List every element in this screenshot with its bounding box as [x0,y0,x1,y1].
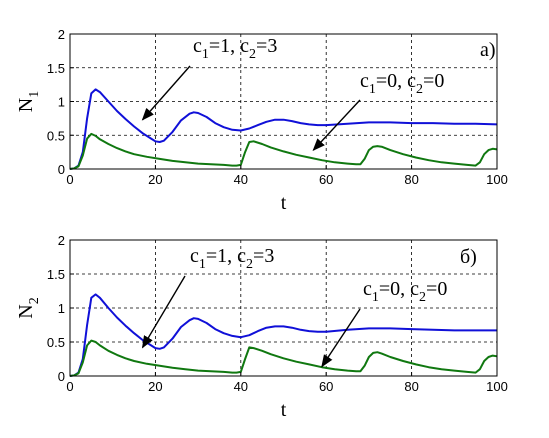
y-axis-label-subscript: 2 [27,297,42,304]
x-tick-label: 20 [148,172,162,187]
annotation-arrow [141,65,191,121]
annotation-arrow [141,275,186,349]
annotation-label: c1=1, c2=3 [193,35,277,62]
y-axis-label-main: N [15,304,37,318]
annotation-subscript: 1 [372,290,379,305]
y-axis-label: N2 [15,297,42,318]
x-tick-label: 80 [404,379,418,394]
x-tick-label: 40 [234,172,248,187]
annotation-text: =0, c [376,70,416,92]
y-tick-label: 1 [58,95,65,110]
annotation-arrow [312,99,361,152]
y-tick-label: 0 [58,162,65,177]
annotation-arrow [321,308,361,368]
annotation-text: =1, c [209,35,249,57]
annotation-subscript: 1 [199,257,206,272]
x-tick-label: 60 [319,172,333,187]
panel-label: а) [480,39,496,61]
y-tick-label: 2 [58,233,65,248]
annotation-subscript: 1 [369,82,376,97]
x-axis-label: t [281,399,287,421]
x-tick-label: 80 [404,172,418,187]
series-line-1 [69,88,498,170]
y-tick-label: 1.5 [47,61,65,76]
annotation-text: c [363,278,372,300]
annotation-text: =3 [256,35,277,57]
annotation-subscript: 2 [249,47,256,62]
series-line-2 [69,132,498,170]
x-tick-label: 40 [234,379,248,394]
annotation-text: =0 [426,278,447,300]
x-tick-label: 20 [148,379,162,394]
y-tick-label: 2 [58,27,65,42]
annotation-label: c1=1, c2=3 [190,245,274,272]
annotation-label: c1=0, c2=0 [363,278,447,305]
y-axis-label-subscript: 1 [27,91,42,98]
annotation-text: c [190,245,199,267]
y-axis-label: N1 [15,91,42,112]
annotation-subscript: 2 [246,257,253,272]
y-tick-label: 0.5 [47,335,65,350]
x-tick-label: 100 [486,172,508,187]
series-line-2 [69,339,498,377]
annotation-text: c [193,35,202,57]
annotation-text: =0, c [379,278,419,300]
annotation-text: =0 [423,70,444,92]
panel-label: б) [460,246,477,268]
annotation-subscript: 2 [419,290,426,305]
x-tick-label: 0 [66,379,73,394]
y-axis-label-main: N [15,98,37,112]
x-tick-label: 100 [486,379,508,394]
annotation-text: =1, c [206,245,246,267]
y-tick-label: 0 [58,369,65,384]
annotation-label: c1=0, c2=0 [360,70,444,97]
y-tick-label: 0.5 [47,128,65,143]
series-line-1 [69,293,497,377]
y-tick-label: 1.5 [47,267,65,282]
annotation-text: =3 [253,245,274,267]
annotation-subscript: 2 [416,82,423,97]
y-tick-label: 1 [58,301,65,316]
x-tick-label: 60 [319,379,333,394]
x-axis-label: t [281,192,287,214]
x-tick-label: 0 [66,172,73,187]
annotation-text: c [360,70,369,92]
annotation-subscript: 1 [202,47,209,62]
